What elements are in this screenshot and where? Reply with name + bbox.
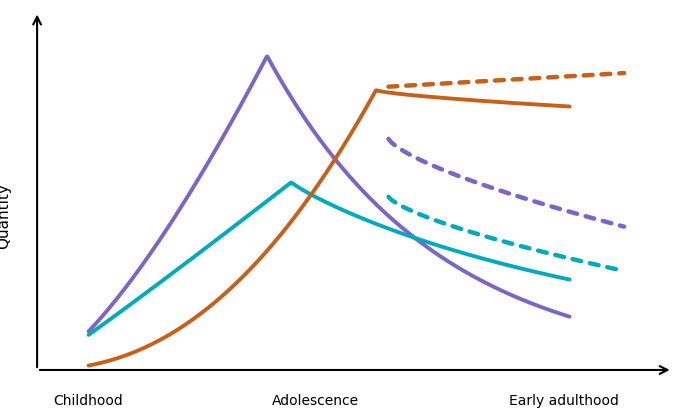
Text: Early adulthood: Early adulthood xyxy=(509,394,619,408)
Text: Quantity: Quantity xyxy=(0,184,12,249)
Text: Adolescence: Adolescence xyxy=(272,394,359,408)
Text: Childhood: Childhood xyxy=(54,394,124,408)
